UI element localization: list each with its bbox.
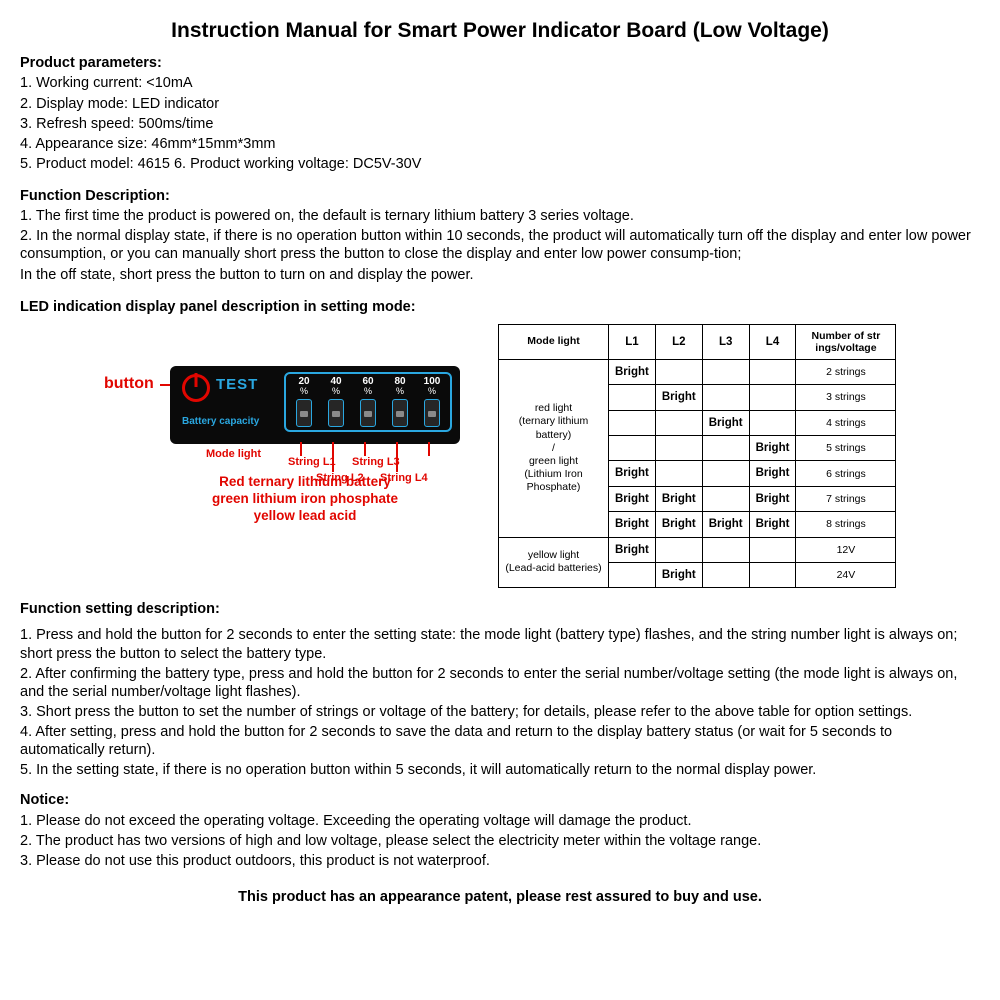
notice-2: 2. The product has two versions of high …	[20, 832, 980, 850]
th-l4: L4	[749, 324, 796, 359]
legend-green: green lithium iron phosphate	[130, 491, 480, 508]
l-cell	[655, 461, 702, 486]
l-cell: Bright	[749, 512, 796, 537]
panel-head: LED indication display panel description…	[20, 298, 980, 316]
value-cell: 8 strings	[796, 512, 896, 537]
l-cell: Bright	[655, 562, 702, 587]
l-cell: Bright	[749, 461, 796, 486]
l-cell: Bright	[609, 537, 656, 562]
value-cell: 6 strings	[796, 461, 896, 486]
funcdesc-head: Function Description:	[20, 187, 980, 205]
notice-1: 1. Please do not exceed the operating vo…	[20, 812, 980, 830]
th-l2: L2	[655, 324, 702, 359]
l-cell	[609, 562, 656, 587]
table-row: red light (ternary lithium battery) / gr…	[499, 359, 896, 384]
mode-table: Mode light L1 L2 L3 L4 Number of str ing…	[498, 324, 896, 589]
ann-s1: String L1	[288, 456, 336, 470]
ann-mode-light: Mode light	[206, 448, 261, 462]
setting-3: 3. Short press the button to set the num…	[20, 703, 980, 721]
value-cell: 2 strings	[796, 359, 896, 384]
params-head: Product parameters:	[20, 54, 980, 72]
l-cell	[749, 537, 796, 562]
param-1: 1. Working current: <10mA	[20, 74, 980, 92]
l-cell	[702, 562, 749, 587]
param-5: 5. Product model: 4615 6. Product workin…	[20, 155, 980, 173]
l-cell: Bright	[609, 461, 656, 486]
l-cell	[702, 486, 749, 511]
bar-80: 80%	[386, 377, 414, 427]
l-cell: Bright	[702, 512, 749, 537]
l-cell: Bright	[609, 359, 656, 384]
ann-s2: String L2	[316, 472, 364, 486]
diagram-and-table: button TEST Battery capacity 20% 40% 60%…	[20, 324, 980, 589]
bar-group: 20% 40% 60% 80% 100%	[284, 372, 452, 432]
l-cell	[609, 385, 656, 410]
l-cell: Bright	[749, 486, 796, 511]
footer-line: This product has an appearance patent, p…	[20, 888, 980, 906]
setting-5: 5. In the setting state, if there is no …	[20, 761, 980, 779]
l-cell	[655, 410, 702, 435]
legend-yellow: yellow lead acid	[130, 508, 480, 525]
funcdesc-1: 1. The first time the product is powered…	[20, 207, 980, 225]
l-cell	[655, 537, 702, 562]
value-cell: 3 strings	[796, 385, 896, 410]
l-cell	[655, 359, 702, 384]
setting-1: 1. Press and hold the button for 2 secon…	[20, 626, 980, 662]
ann-s3: String L3	[352, 456, 400, 470]
th-mode: Mode light	[499, 324, 609, 359]
th-strings: Number of str ings/voltage	[796, 324, 896, 359]
board-diagram: button TEST Battery capacity 20% 40% 60%…	[20, 324, 480, 525]
bar-100: 100%	[418, 377, 446, 427]
setting-head: Function setting description:	[20, 600, 980, 618]
param-3: 3. Refresh speed: 500ms/time	[20, 115, 980, 133]
indicator-board: TEST Battery capacity 20% 40% 60% 80% 10…	[170, 366, 460, 444]
capacity-label: Battery capacity	[182, 416, 259, 429]
th-l1: L1	[609, 324, 656, 359]
value-cell: 12V	[796, 537, 896, 562]
l-cell	[702, 385, 749, 410]
value-cell: 24V	[796, 562, 896, 587]
l-cell	[655, 436, 702, 461]
page-title: Instruction Manual for Smart Power Indic…	[20, 18, 980, 44]
l-cell	[702, 537, 749, 562]
value-cell: 4 strings	[796, 410, 896, 435]
l-cell	[749, 410, 796, 435]
l-cell	[749, 359, 796, 384]
l-cell	[609, 436, 656, 461]
bar-60: 60%	[354, 377, 382, 427]
test-label: TEST	[216, 376, 258, 395]
l-cell	[609, 410, 656, 435]
value-cell: 7 strings	[796, 486, 896, 511]
l-cell	[749, 562, 796, 587]
setting-2: 2. After confirming the battery type, pr…	[20, 665, 980, 701]
l-cell: Bright	[655, 486, 702, 511]
ann-s4: String L4	[380, 472, 428, 486]
funcdesc-3: In the off state, short press the button…	[20, 266, 980, 284]
l-cell	[702, 436, 749, 461]
l-cell: Bright	[702, 410, 749, 435]
ann-button: button	[104, 374, 154, 394]
l-cell	[702, 461, 749, 486]
param-2: 2. Display mode: LED indicator	[20, 95, 980, 113]
setting-4: 4. After setting, press and hold the but…	[20, 723, 980, 759]
l-cell: Bright	[609, 486, 656, 511]
table-row: yellow light (Lead-acid batteries)Bright…	[499, 537, 896, 562]
notice-3: 3. Please do not use this product outdoo…	[20, 852, 980, 870]
value-cell: 5 strings	[796, 436, 896, 461]
mode-cell: yellow light (Lead-acid batteries)	[499, 537, 609, 588]
th-l3: L3	[702, 324, 749, 359]
l-cell	[749, 385, 796, 410]
bar-40: 40%	[322, 377, 350, 427]
funcdesc-2: 2. In the normal display state, if there…	[20, 227, 980, 263]
l-cell: Bright	[749, 436, 796, 461]
notice-head: Notice:	[20, 791, 980, 809]
mode-cell: red light (ternary lithium battery) / gr…	[499, 359, 609, 537]
l-cell	[702, 359, 749, 384]
bar-20: 20%	[290, 377, 318, 427]
param-4: 4. Appearance size: 46mm*15mm*3mm	[20, 135, 980, 153]
l-cell: Bright	[655, 512, 702, 537]
l-cell: Bright	[609, 512, 656, 537]
l-cell: Bright	[655, 385, 702, 410]
power-icon	[182, 374, 210, 402]
